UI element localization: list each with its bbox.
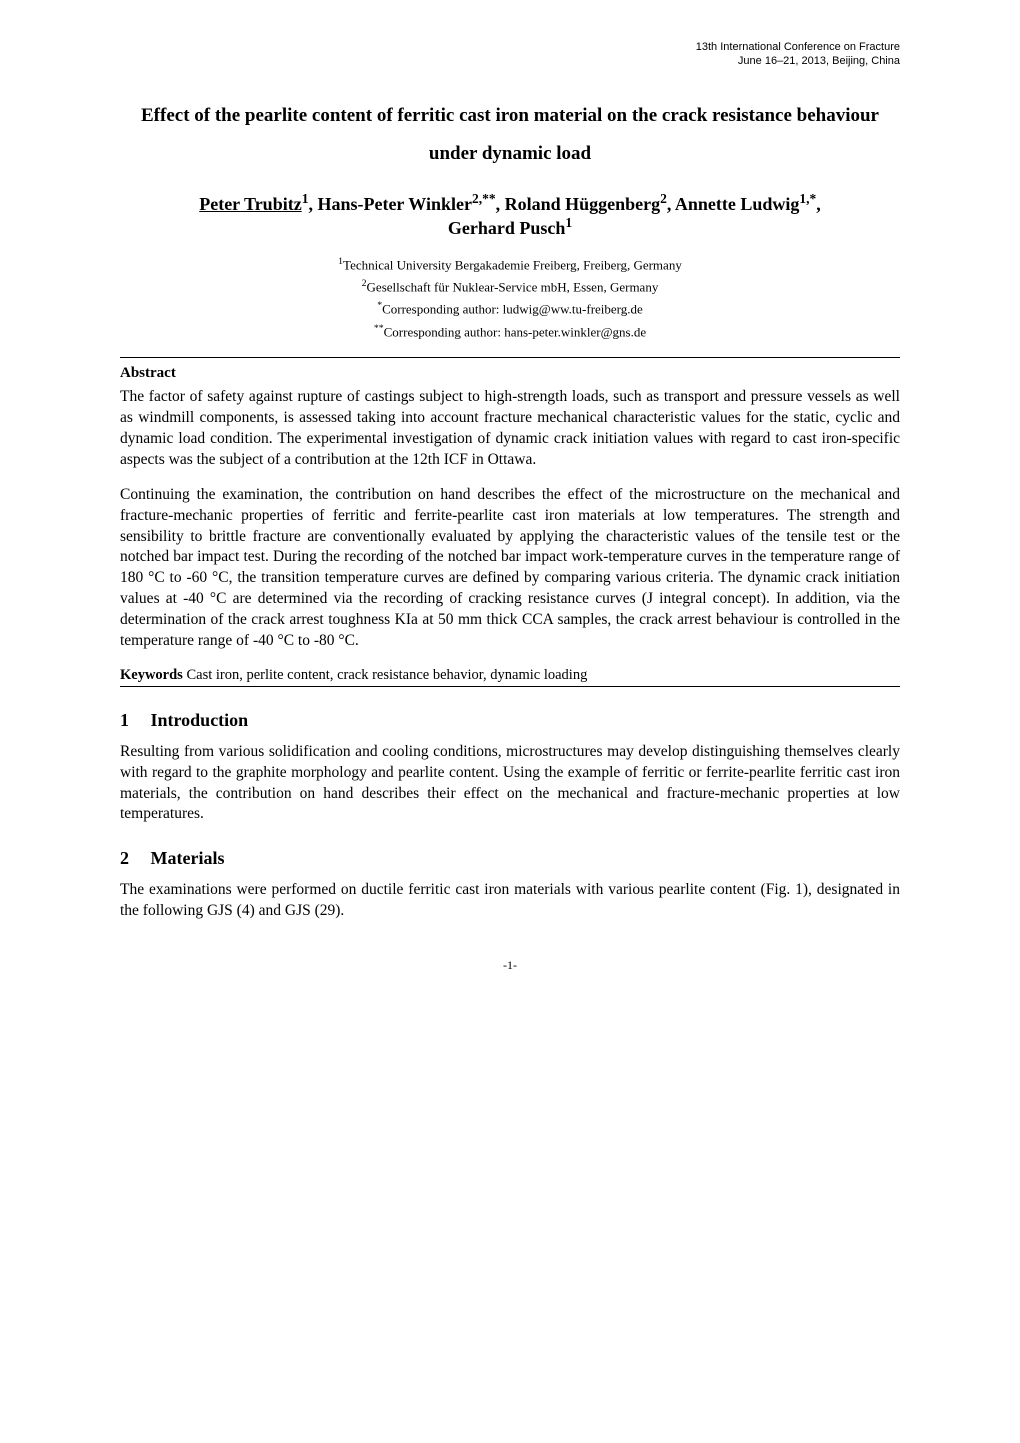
affil-1: Technical University Bergakademie Freibe… — [343, 257, 682, 272]
keywords-text: Cast iron, perlite content, crack resist… — [183, 667, 587, 683]
top-rule — [120, 357, 900, 358]
author-3: Roland Hüggenberg — [505, 194, 661, 214]
keywords-line: Keywords Cast iron, perlite content, cra… — [120, 666, 900, 684]
author-1-sup: 1 — [302, 191, 309, 206]
paper-title: Effect of the pearlite content of ferrit… — [120, 97, 900, 173]
affil-2: Gesellschaft für Nuklear-Service mbH, Es… — [367, 279, 659, 294]
section-1-heading: 1 Introduction — [120, 709, 900, 732]
conference-header: 13th International Conference on Fractur… — [120, 40, 900, 69]
author-2: Hans-Peter Winkler — [317, 194, 472, 214]
author-1: Peter Trubitz — [199, 194, 301, 214]
section-2-title: Materials — [151, 848, 225, 868]
author-2-sup: 2,** — [472, 191, 496, 206]
authors-block: Peter Trubitz1, Hans-Peter Winkler2,**, … — [120, 191, 900, 240]
conference-line1: 13th International Conference on Fractur… — [696, 41, 900, 53]
section-2-body: The examinations were performed on ducti… — [120, 880, 900, 922]
author-5-sup: 1 — [565, 215, 572, 230]
abstract-label: Abstract — [120, 364, 900, 383]
abstract-p1: The factor of safety against rupture of … — [120, 387, 900, 471]
abstract-p2: Continuing the examination, the contribu… — [120, 485, 900, 652]
section-2-heading: 2 Materials — [120, 847, 900, 870]
author-4: Annette Ludwig — [675, 194, 800, 214]
author-4-sup: 1,* — [799, 191, 816, 206]
section-1-body: Resulting from various solidification an… — [120, 742, 900, 826]
section-2-num: 2 — [120, 847, 146, 870]
page-number: -1- — [120, 958, 900, 973]
keywords-rule — [120, 686, 900, 687]
affil-4: Corresponding author: hans-peter.winkler… — [384, 324, 647, 339]
author-3-sup: 2 — [660, 191, 667, 206]
keywords-label: Keywords — [120, 667, 183, 683]
section-1-num: 1 — [120, 709, 146, 732]
conference-line2: June 16–21, 2013, Beijing, China — [738, 55, 900, 67]
affiliations-block: 1Technical University Bergakademie Freib… — [120, 254, 900, 344]
author-5: Gerhard Pusch — [448, 218, 566, 238]
affil-4-sup: ** — [374, 323, 384, 334]
affil-3: Corresponding author: ludwig@ww.tu-freib… — [382, 302, 643, 317]
section-1-title: Introduction — [151, 710, 249, 730]
